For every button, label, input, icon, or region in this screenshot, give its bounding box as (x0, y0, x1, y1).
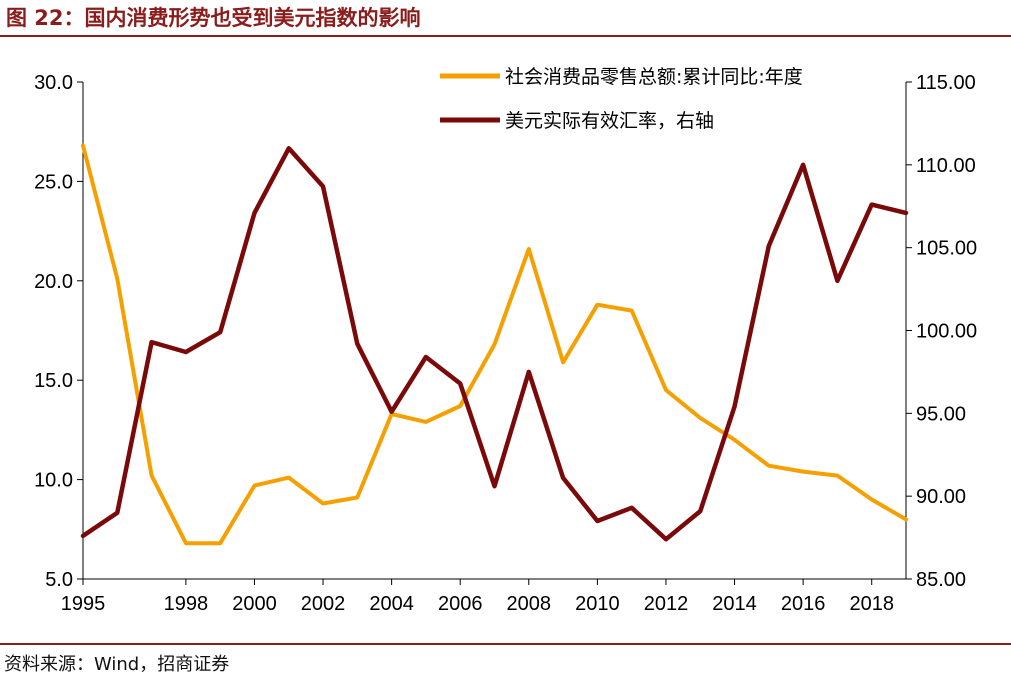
data-point (458, 381, 462, 385)
legend-label: 社会消费品零售总额:累计同比:年度 (505, 66, 803, 88)
retail-sales-series (81, 143, 908, 546)
data-point (252, 483, 256, 487)
data-point (664, 388, 668, 392)
data-point (732, 438, 736, 442)
left-tick-label: 30.0 (34, 72, 73, 94)
data-point (698, 416, 702, 420)
source-note: 资料来源：Wind，招商证券 (4, 654, 230, 675)
series-layer (80, 143, 909, 546)
data-point (527, 247, 531, 251)
x-tick-label: 2014 (712, 593, 757, 615)
data-point (115, 511, 119, 515)
data-point (595, 519, 599, 523)
data-point (870, 497, 874, 501)
data-point (767, 244, 771, 248)
x-tick-label: 1995 (61, 593, 106, 615)
right-tick-label: 110.00 (916, 155, 976, 177)
data-point (321, 184, 325, 188)
data-point (527, 370, 531, 374)
data-point (81, 534, 85, 538)
title-divider (0, 35, 1011, 37)
right-tick-label: 85.00 (916, 569, 966, 591)
data-point (355, 495, 359, 499)
left-tick-label: 10.0 (34, 470, 73, 492)
data-point (835, 279, 839, 283)
data-point (630, 308, 634, 312)
left-tick-label: 20.0 (34, 271, 73, 293)
data-point (870, 202, 874, 206)
data-point (389, 410, 393, 414)
x-tick-label: 2002 (301, 593, 346, 615)
data-point (424, 355, 428, 359)
footer-divider (0, 643, 1011, 645)
data-point (218, 330, 222, 334)
data-point (732, 405, 736, 409)
data-point (287, 146, 291, 150)
data-point (149, 340, 153, 344)
data-point (904, 517, 908, 521)
x-tick-label: 1998 (164, 593, 209, 615)
x-tick-label: 2018 (849, 593, 894, 615)
x-tick-label: 2004 (369, 593, 414, 615)
data-point (561, 476, 565, 480)
data-point (767, 464, 771, 468)
right-axis-ticks: 115.00 110.00 105.00 100.00 95.00 90.00 85.00 (906, 72, 977, 591)
data-point (458, 404, 462, 408)
data-point (424, 420, 428, 424)
data-point (801, 163, 805, 167)
data-point (115, 277, 119, 281)
data-point (492, 342, 496, 346)
figure-title: 图 22：国内消费形势也受到美元指数的影响 (6, 6, 421, 30)
data-point (81, 143, 85, 147)
x-tick-label: 2008 (507, 593, 552, 615)
data-point (561, 360, 565, 364)
data-point (664, 537, 668, 541)
data-point (595, 303, 599, 307)
chart-axes (82, 82, 907, 580)
data-point (492, 484, 496, 488)
x-tick-label: 2016 (781, 593, 826, 615)
data-point (287, 475, 291, 479)
series-line (80, 146, 909, 542)
right-tick-label: 90.00 (916, 486, 966, 508)
left-tick-label: 5.0 (45, 569, 73, 591)
x-tick-label: 2012 (644, 593, 689, 615)
x-tick-label: 2006 (438, 593, 483, 615)
data-point (904, 211, 908, 215)
data-point (321, 501, 325, 505)
data-point (835, 473, 839, 477)
left-tick-label: 25.0 (34, 171, 73, 193)
x-tick-label: 2000 (232, 593, 277, 615)
data-point (630, 506, 634, 510)
x-tick-label: 2010 (575, 593, 620, 615)
legend-label: 美元实际有效汇率，右轴 (505, 110, 714, 132)
data-point (355, 342, 359, 346)
data-point (149, 473, 153, 477)
right-tick-label: 100.00 (916, 321, 977, 343)
x-axis-ticks: 1995 1998 2000 2002 2004 2006 2008 2010 2012 2014… (61, 579, 894, 615)
data-point (801, 469, 805, 473)
data-point (218, 541, 222, 545)
right-tick-label: 105.00 (916, 238, 977, 260)
left-tick-label: 15.0 (34, 370, 73, 392)
dollar-reer-series (80, 146, 909, 542)
dual-axis-line-chart: 30.0 25.0 20.0 15.0 10.0 5.0 115.00 110.00 105.… (34, 66, 977, 615)
series-line (81, 143, 908, 546)
data-point (184, 350, 188, 354)
left-axis-ticks: 30.0 25.0 20.0 15.0 10.0 5.0 (34, 72, 83, 591)
right-tick-label: 95.00 (916, 403, 966, 425)
data-point (698, 509, 702, 513)
data-point (252, 211, 256, 215)
data-point (184, 541, 188, 545)
right-tick-label: 115.00 (916, 72, 976, 94)
